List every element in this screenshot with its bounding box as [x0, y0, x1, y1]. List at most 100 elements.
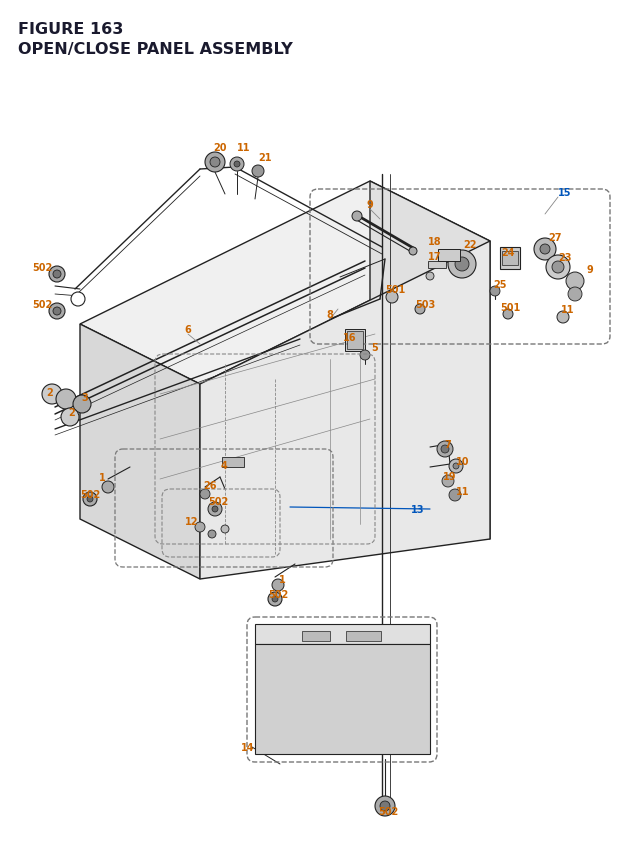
Text: 23: 23: [558, 253, 572, 263]
Bar: [347, 331, 363, 350]
Circle shape: [546, 256, 570, 280]
Circle shape: [205, 152, 225, 173]
Bar: [345, 330, 365, 351]
Text: 502: 502: [80, 489, 100, 499]
Circle shape: [234, 162, 240, 168]
Circle shape: [449, 460, 463, 474]
Text: 15: 15: [558, 188, 572, 198]
Text: 24: 24: [501, 248, 515, 257]
Circle shape: [221, 525, 229, 533]
Circle shape: [426, 273, 434, 281]
Text: 13: 13: [412, 505, 425, 514]
Text: 12: 12: [185, 517, 199, 526]
Circle shape: [61, 408, 79, 426]
Polygon shape: [255, 624, 430, 644]
Circle shape: [437, 442, 453, 457]
Circle shape: [415, 305, 425, 314]
Circle shape: [230, 158, 244, 172]
Circle shape: [490, 287, 500, 297]
Text: 9: 9: [367, 200, 373, 210]
Bar: [346, 631, 381, 641]
Circle shape: [449, 489, 461, 501]
Circle shape: [448, 251, 476, 279]
Circle shape: [268, 592, 282, 606]
Text: 6: 6: [184, 325, 191, 335]
Bar: [222, 457, 244, 468]
Text: 11: 11: [456, 486, 470, 497]
Circle shape: [386, 292, 398, 304]
Circle shape: [195, 523, 205, 532]
Bar: [500, 248, 520, 269]
Circle shape: [200, 489, 210, 499]
Circle shape: [442, 475, 454, 487]
Text: 7: 7: [445, 439, 451, 449]
Circle shape: [566, 273, 584, 291]
Circle shape: [503, 310, 513, 319]
Bar: [502, 251, 518, 266]
Text: 501: 501: [500, 303, 520, 313]
Circle shape: [540, 245, 550, 255]
Circle shape: [208, 530, 216, 538]
Text: 10: 10: [456, 456, 470, 467]
Circle shape: [441, 445, 449, 454]
Polygon shape: [200, 242, 490, 579]
Circle shape: [53, 270, 61, 279]
Text: 3: 3: [82, 393, 88, 403]
Text: 501: 501: [385, 285, 405, 294]
Circle shape: [455, 257, 469, 272]
Text: 5: 5: [372, 343, 378, 353]
Circle shape: [102, 481, 114, 493]
Text: 26: 26: [204, 480, 217, 491]
Bar: [428, 262, 446, 269]
Text: 2: 2: [47, 387, 53, 398]
Circle shape: [453, 463, 459, 469]
Circle shape: [73, 395, 91, 413]
Circle shape: [352, 212, 362, 222]
Circle shape: [272, 579, 284, 592]
Circle shape: [360, 350, 370, 361]
Circle shape: [212, 506, 218, 512]
Circle shape: [210, 158, 220, 168]
Text: 8: 8: [326, 310, 333, 319]
Bar: [302, 631, 330, 641]
Circle shape: [56, 389, 76, 410]
Text: 18: 18: [428, 237, 442, 247]
Text: 16: 16: [343, 332, 356, 343]
Text: 2: 2: [68, 407, 76, 418]
Bar: [438, 250, 460, 262]
Text: 1: 1: [99, 473, 106, 482]
Text: 502: 502: [32, 300, 52, 310]
Circle shape: [272, 597, 278, 603]
Text: 11: 11: [561, 305, 575, 314]
Circle shape: [42, 385, 62, 405]
Text: 502: 502: [378, 806, 398, 816]
Text: 14: 14: [241, 742, 255, 753]
Polygon shape: [370, 182, 490, 539]
Circle shape: [552, 262, 564, 274]
Circle shape: [252, 166, 264, 177]
Circle shape: [380, 801, 390, 811]
Circle shape: [53, 307, 61, 316]
Text: 20: 20: [213, 143, 227, 152]
Text: 11: 11: [237, 143, 251, 152]
Circle shape: [557, 312, 569, 324]
Text: 4: 4: [221, 461, 227, 470]
Text: 9: 9: [587, 264, 593, 275]
Circle shape: [534, 238, 556, 261]
Circle shape: [409, 248, 417, 256]
Bar: [255, 644, 430, 754]
Text: FIGURE 163: FIGURE 163: [18, 22, 124, 37]
Text: 502: 502: [208, 497, 228, 506]
Circle shape: [568, 288, 582, 301]
Circle shape: [49, 267, 65, 282]
Circle shape: [71, 293, 85, 307]
Text: OPEN/CLOSE PANEL ASSEMBLY: OPEN/CLOSE PANEL ASSEMBLY: [18, 42, 292, 57]
Polygon shape: [80, 325, 200, 579]
Text: 27: 27: [548, 232, 562, 243]
Circle shape: [49, 304, 65, 319]
Text: 22: 22: [463, 239, 477, 250]
Text: 25: 25: [493, 280, 507, 289]
Text: 502: 502: [32, 263, 52, 273]
Text: 503: 503: [415, 300, 435, 310]
Circle shape: [87, 497, 93, 503]
